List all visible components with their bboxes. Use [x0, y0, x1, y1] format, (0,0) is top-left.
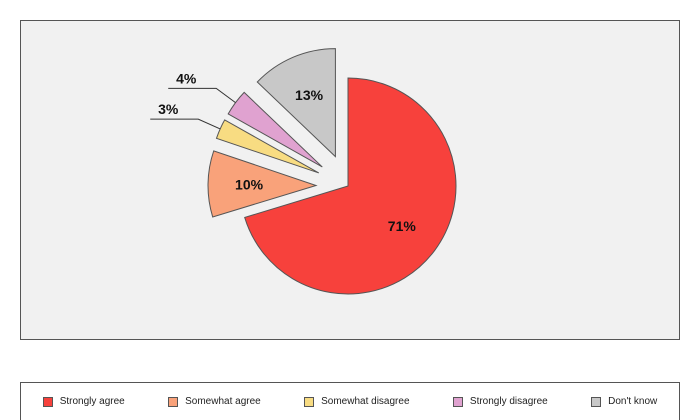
- legend-item-strongly-agree: Strongly agree: [42, 396, 125, 407]
- leader-line-somewhat-disagree: [150, 118, 221, 130]
- legend-label-strongly-disagree: Strongly disagree: [469, 396, 548, 407]
- data-label-strongly-agree: 71%: [388, 218, 417, 234]
- pie-slice-don-t-know: [256, 48, 336, 158]
- legend-item-somewhat-disagree: Somewhat disagree: [304, 396, 410, 407]
- legend-item-somewhat-agree: Somewhat agree: [168, 396, 261, 407]
- data-label-somewhat-agree: 10%: [235, 176, 264, 192]
- legend-swatch-somewhat-agree: [168, 396, 179, 407]
- pie-slice-strongly-agree: [244, 77, 457, 295]
- legend: Strongly agree Somewhat agree Somewhat dis…: [20, 382, 680, 420]
- legend-label-strongly-agree: Strongly agree: [59, 396, 125, 407]
- legend-label-somewhat-agree: Somewhat agree: [185, 396, 261, 407]
- legend-swatch-strongly-disagree: [452, 396, 463, 407]
- data-labels: 71% 10% 3% 4% 13%: [158, 70, 416, 233]
- data-label-strongly-disagree: 4%: [176, 70, 197, 86]
- leader-line-strongly-disagree: [168, 87, 236, 104]
- data-label-somewhat-disagree: 3%: [158, 101, 179, 117]
- legend-swatch-somewhat-disagree: [304, 396, 315, 407]
- leader-lines: [150, 87, 236, 130]
- pie-slices: [207, 48, 457, 295]
- legend-swatch-don-t-know: [591, 396, 602, 407]
- data-label-don-t-know: 13%: [295, 87, 324, 103]
- legend-label-somewhat-disagree: Somewhat disagree: [321, 396, 410, 407]
- legend-swatch-strongly-agree: [42, 396, 53, 407]
- legend-item-strongly-disagree: Strongly disagree: [452, 396, 548, 407]
- legend-label-don-t-know: Don't know: [608, 396, 658, 407]
- legend-item-don-t-know: Don't know: [591, 396, 657, 407]
- pie-slice-somewhat-agree: [207, 150, 318, 218]
